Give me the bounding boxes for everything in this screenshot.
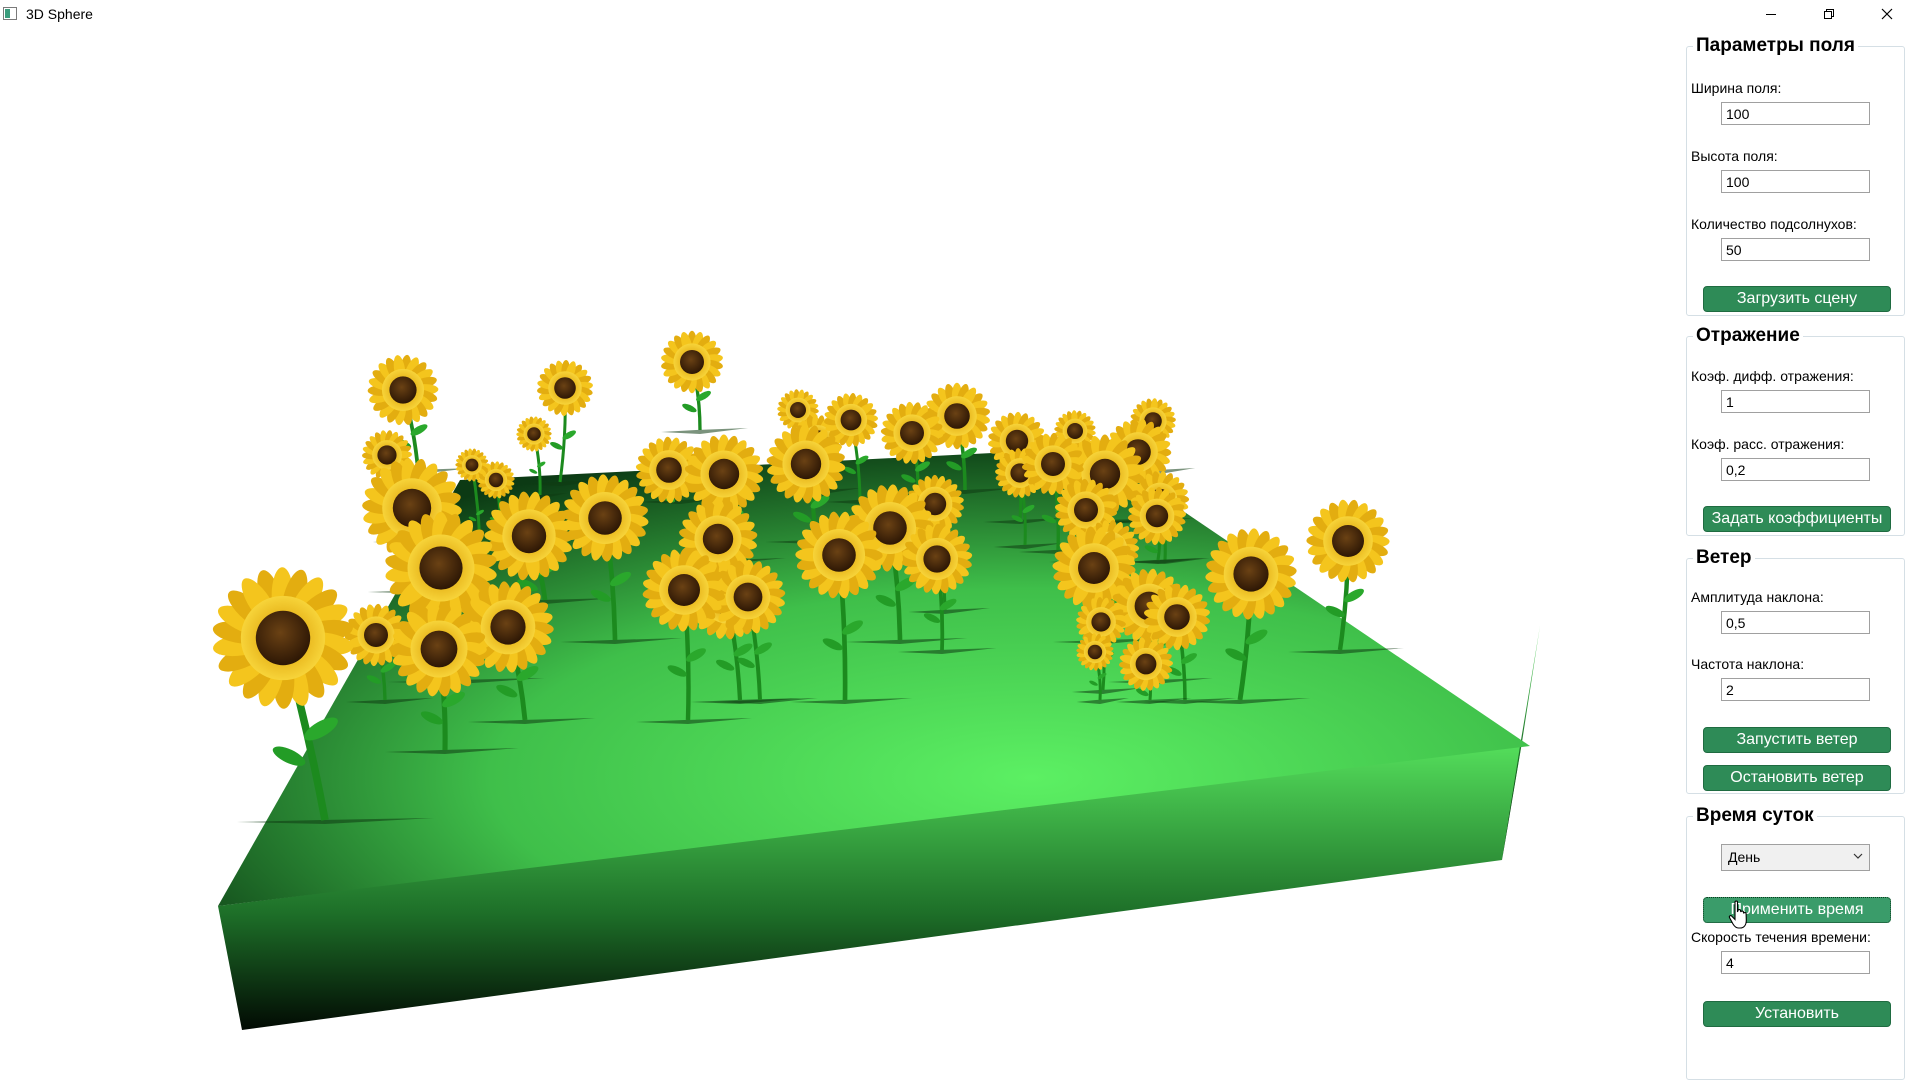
load-scene-button[interactable]: Загрузить сцену (1703, 286, 1891, 312)
sunflower (484, 491, 614, 604)
sunflower (1182, 528, 1311, 704)
sunflower (765, 424, 876, 544)
stop-wind-button[interactable]: Остановить ветер (1703, 765, 1891, 791)
sunflower (897, 523, 997, 654)
sunflower (923, 382, 1017, 494)
sunflower-count-label: Количество подсолнухов: (1691, 216, 1857, 232)
set-speed-button[interactable]: Установить (1703, 1001, 1891, 1027)
diffuse-coef-label: Коэф. дифф. отражения: (1691, 368, 1854, 384)
sunflower (455, 448, 506, 564)
sunflower-count-input[interactable] (1721, 238, 1870, 261)
sunflowers (212, 330, 1404, 824)
chevron-down-icon (1853, 853, 1863, 859)
field-height-label: Высота поля: (1691, 148, 1778, 164)
wind-amplitude-input[interactable] (1721, 611, 1870, 634)
wind-frequency-label: Частота наклона: (1691, 656, 1805, 672)
field-params-group: Параметры поля Ширина поля: Высота поля:… (1686, 35, 1905, 316)
sunflower (524, 359, 604, 486)
title-bar: 3D Sphere (0, 0, 1919, 28)
sunflower (1071, 597, 1142, 694)
reflection-title: Отражение (1693, 325, 1803, 347)
time-speed-label: Скорость течения времени: (1691, 929, 1871, 945)
wind-amplitude-label: Амплитуда наклона: (1691, 589, 1824, 605)
time-of-day-selected: День (1728, 849, 1761, 865)
set-coefficients-button[interactable]: Задать коэффициенты (1703, 506, 1891, 532)
field-width-input[interactable] (1721, 102, 1870, 125)
sunflower (1288, 499, 1404, 654)
minimize-icon (1766, 14, 1776, 15)
sunflower (710, 559, 818, 704)
pointer-cursor-icon (1728, 900, 1747, 929)
maximize-icon (1824, 9, 1834, 19)
sunflower (790, 511, 913, 704)
field-height-input[interactable] (1721, 170, 1870, 193)
sunflower (1116, 637, 1192, 704)
sunflower (1076, 633, 1129, 704)
time-title: Время суток (1693, 805, 1817, 827)
sunflower (344, 603, 433, 704)
sunflower (824, 393, 902, 504)
app-icon (3, 7, 17, 20)
time-speed-input[interactable] (1721, 951, 1870, 974)
sunflower (661, 330, 748, 434)
scatter-coef-input[interactable] (1721, 458, 1870, 481)
wind-frequency-input[interactable] (1721, 678, 1870, 701)
restore-button[interactable] (1800, 0, 1858, 28)
field-front-side (218, 742, 1522, 1030)
sunflower (385, 601, 519, 754)
3d-viewport[interactable] (0, 28, 1685, 1077)
field-params-title: Параметры поля (1693, 35, 1858, 57)
wind-group: Ветер Амплитуда наклона: Частота наклона… (1686, 547, 1905, 794)
window-title: 3D Sphere (26, 6, 93, 22)
sunflower (560, 474, 683, 644)
time-of-day-select[interactable]: День (1721, 844, 1870, 871)
time-group: Время суток День Применить время Скорост… (1686, 805, 1905, 1080)
sunflower (636, 548, 752, 724)
close-icon (1881, 8, 1893, 20)
field-width-label: Ширина поля: (1691, 80, 1782, 96)
reflection-group: Отражение Коэф. дифф. отражения: Коэф. р… (1686, 325, 1905, 536)
sunflower (212, 567, 434, 824)
sunflower-field-scene (212, 330, 1540, 1030)
sunflower (385, 511, 545, 684)
sunflower (1121, 486, 1203, 564)
start-wind-button[interactable]: Запустить ветер (1703, 727, 1891, 753)
wind-title: Ветер (1693, 547, 1755, 569)
diffuse-coef-input[interactable] (1721, 390, 1870, 413)
close-button[interactable] (1858, 0, 1916, 28)
minimize-button[interactable] (1742, 0, 1800, 28)
sunflower (462, 581, 596, 724)
scatter-coef-label: Коэф. расс. отражения: (1691, 436, 1845, 452)
